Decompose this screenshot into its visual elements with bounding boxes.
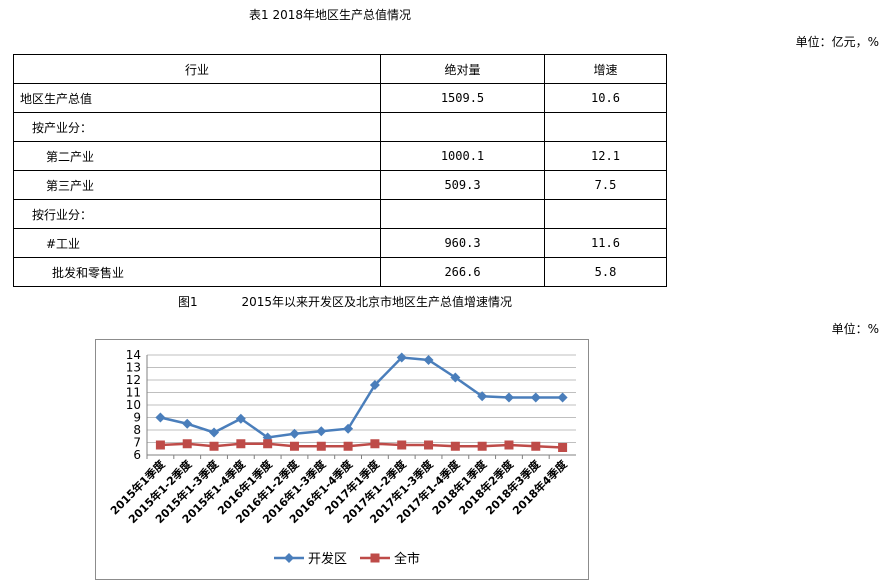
- data-point: [424, 440, 434, 450]
- x-axis-ticks: 2015年1季度2015年1-2季度2015年1-3季度2015年1-4季度20…: [107, 457, 570, 527]
- row-growth: 5.8: [544, 257, 667, 287]
- row-growth: 10.6: [544, 83, 667, 113]
- table-row: #工业 960.3 11.6: [13, 228, 667, 258]
- row-label: #工业: [13, 228, 381, 258]
- row-label: 第二产业: [13, 141, 381, 171]
- data-point: [343, 441, 353, 451]
- data-point: [503, 392, 514, 403]
- data-point: [236, 439, 246, 449]
- data-point: [477, 391, 488, 402]
- column-header-growth: 增速: [544, 54, 667, 84]
- table-row: 按行业分：: [13, 199, 667, 229]
- data-point: [209, 441, 219, 451]
- data-point: [558, 443, 568, 452]
- table-row: 第三产业 509.3 7.5: [13, 170, 667, 200]
- table-header-row: 行业 绝对量 增速: [13, 54, 667, 84]
- data-point: [477, 441, 487, 451]
- row-value: [380, 199, 545, 229]
- row-value: 266.6: [380, 257, 545, 287]
- row-growth: 11.6: [544, 228, 667, 258]
- data-point: [530, 392, 541, 403]
- y-tick-label: 6: [133, 448, 141, 462]
- data-point: [289, 428, 300, 439]
- table-row: 地区生产总值 1509.5 10.6: [13, 83, 667, 113]
- data-point: [557, 392, 568, 403]
- data-point: [450, 441, 460, 451]
- data-point: [155, 440, 165, 450]
- figure-label: 图1: [178, 295, 198, 309]
- data-point: [155, 412, 166, 423]
- data-point: [450, 372, 461, 383]
- data-point: [369, 380, 380, 390]
- row-value: [380, 112, 545, 142]
- y-tick-label: 11: [126, 386, 141, 400]
- figure-caption: 图1 2015年以来开发区及北京市地区生产总值增速情况: [178, 293, 512, 310]
- column-header-absolute: 绝对量: [380, 54, 545, 84]
- data-point: [504, 440, 514, 450]
- data-point: [343, 423, 354, 434]
- data-point: [397, 440, 407, 450]
- row-growth: [544, 199, 667, 229]
- table-unit: 单位：亿元，%: [795, 35, 879, 49]
- column-header-industry: 行业: [13, 54, 381, 84]
- table-row: 第二产业 1000.1 12.1: [13, 141, 667, 171]
- chart-series: [155, 352, 568, 452]
- y-tick-label: 13: [126, 361, 141, 375]
- row-growth: 7.5: [544, 170, 667, 200]
- row-label: 按行业分：: [13, 199, 381, 229]
- figure-title: 2015年以来开发区及北京市地区生产总值增速情况: [241, 295, 513, 309]
- series-line: [160, 356, 563, 439]
- row-label: 地区生产总值: [13, 83, 381, 113]
- row-label: 按产业分：: [13, 112, 381, 142]
- data-point: [235, 413, 246, 424]
- row-value: 1000.1: [380, 141, 545, 171]
- table-row: 按产业分：: [13, 112, 667, 142]
- legend-marker: [284, 553, 294, 563]
- gdp-table: 行业 绝对量 增速 地区生产总值 1509.5 10.6 按产业分： 第二产业 …: [13, 54, 667, 287]
- y-tick-label: 9: [133, 411, 141, 425]
- data-point: [316, 441, 326, 451]
- row-value: 509.3: [380, 170, 545, 200]
- data-point: [423, 355, 434, 365]
- row-growth: [544, 112, 667, 142]
- table-title: 表1 2018年地区生产总值情况: [249, 8, 411, 22]
- chart-frame: 6 7 8 9 10 11 12 13 14 2015年1季度 2015年1-2季度 2015年1-…: [95, 339, 589, 580]
- data-point: [396, 352, 407, 363]
- y-tick-label: 10: [126, 398, 141, 412]
- data-point: [182, 439, 192, 449]
- data-point: [263, 439, 273, 449]
- data-point: [289, 441, 299, 451]
- data-point: [370, 439, 380, 449]
- row-label: 批发和零售业: [13, 257, 381, 287]
- figure-unit: 单位：%: [831, 322, 879, 336]
- data-point: [209, 427, 220, 438]
- series-line: [160, 442, 563, 449]
- legend-label: 全市: [394, 551, 420, 567]
- row-growth: 12.1: [544, 141, 667, 171]
- chart-legend: 开发区 全市: [274, 551, 420, 567]
- data-point: [316, 426, 327, 437]
- data-point: [531, 441, 541, 451]
- row-label: 第三产业: [13, 170, 381, 200]
- row-value: 960.3: [380, 228, 545, 258]
- y-tick-label: 14: [126, 348, 141, 362]
- data-point: [182, 418, 193, 429]
- row-value: 1509.5: [380, 83, 545, 113]
- y-tick-label: 12: [126, 373, 141, 387]
- legend-label: 开发区: [308, 551, 347, 567]
- legend-marker: [370, 553, 380, 563]
- y-tick-label: 8: [133, 423, 141, 437]
- y-tick-label: 7: [133, 436, 141, 450]
- table-row: 批发和零售业 266.6 5.8: [13, 257, 667, 287]
